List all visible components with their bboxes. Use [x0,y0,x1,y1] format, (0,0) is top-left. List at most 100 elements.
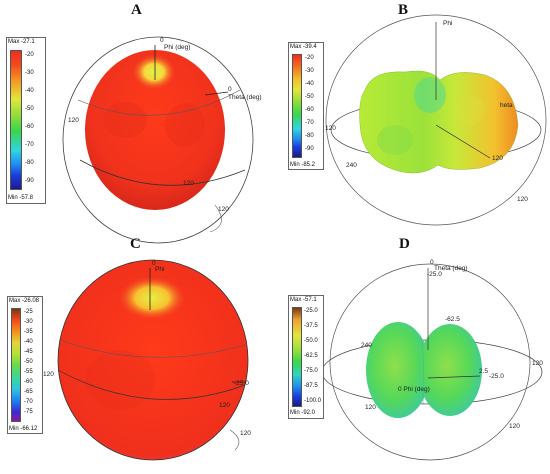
panel-a-theta-label: Theta (deg) [228,94,262,101]
panel-a-phi-label: Phi (deg) [164,44,190,51]
panel-d-left-label: 240 [361,342,372,349]
panel-letter-a: A [131,2,142,18]
panel-b-right-label: 120 [492,155,503,162]
legend-tick: -50 [25,106,34,112]
panel-b-lobe [359,70,519,174]
panel-a-zero-label: 0 [160,37,164,44]
panel-a-legend-min: Min -57.8 [8,195,34,201]
panel-d-lobe-right [418,324,482,416]
legend-tick: -40 [24,339,33,345]
panel-d-right-label: -25.0 [489,373,504,380]
panel-a-circle [62,36,254,244]
panel-a-left-label: 120 [68,117,79,124]
panel-d-bottom-right-label: 120 [509,423,520,430]
panel-a-equator [79,159,246,186]
panel-letter-b: B [398,2,409,18]
panel-a-top-spot [132,54,176,90]
panel-d-bottom-left-label: 120 [365,404,376,411]
panel-b-left-lower-label: 240 [346,162,357,169]
panel-a-legend: Max -27.1 -20 -30 -40 -50 -60 -70 -80 -9… [6,37,46,204]
legend-tick: -20 [25,52,34,58]
panel-c-center-label: 120 [219,402,230,409]
panel-b-pattern: Phi heta 120 120 240 120 [325,14,547,226]
panel-c-color-bar [11,308,21,422]
panel-a-legend-ticks: -20 -30 -40 -50 -60 -70 -80 -90 [25,50,45,190]
panel-d-circle [329,263,531,461]
legend-tick: -75.0 [304,368,318,374]
panel-c-right-label: -25.0 [234,380,249,387]
legend-tick: -50.0 [304,338,318,344]
panel-a-theta-zero: 0 [228,86,232,93]
panel-c-legend-min: Min -66.12 [9,426,38,432]
legend-tick: -30 [305,68,314,74]
panel-d-legend-ticks: -25.0 -37.5 -50.0 -62.5 -75.0 -87.5 -100… [304,307,324,407]
panel-b-theta-label: heta [500,102,513,109]
panel-c-bottom-label: 120 [240,430,251,437]
panel-b-legend: Max -39.4 -20 -30 -40 -50 -60 -70 -80 -9… [288,42,324,170]
panel-a-center-label: 120 [183,180,194,187]
legend-tick: -87.5 [304,383,318,389]
legend-tick: -80 [305,133,314,139]
legend-tick: -25 [24,309,33,315]
panel-c-legend-ticks: -25 -30 -35 -40 -45 -50 -55 -60 -65 -70 … [24,308,42,422]
legend-tick: -20 [305,55,314,61]
panel-d-pattern: 0 Theta (deg) -25.0 -62.5 240 0 Phi (deg… [321,259,543,461]
panel-d-theta-label: Theta (deg) [434,265,468,272]
panel-letter-d: D [399,236,410,252]
panel-d-color-bar [292,307,302,407]
panel-d-right-inner-label: 2.5 [479,368,488,375]
panel-letter-c: C [130,236,141,252]
panel-c-zero-label: 0 [152,260,156,267]
legend-tick: -100.0 [304,398,322,404]
panel-b-legend-ticks: -20 -30 -40 -50 -60 -70 -80 -90 [305,54,323,158]
panel-a-legend-max: Max -27.1 [8,39,35,45]
panel-b-legend-max: Max -39.4 [290,44,317,50]
legend-tick: -50 [24,359,33,365]
legend-tick: -62.5 [304,353,318,359]
legend-tick: -65 [24,389,33,395]
panel-d-legend-min: Min -92.0 [290,410,316,416]
legend-tick: -90 [305,146,314,152]
panel-d-legend: Max -57.1 -25.0 -37.5 -50.0 -62.5 -75.0 … [288,295,324,419]
panel-c-equator [57,369,246,400]
panel-d-legend-max: Max -57.1 [290,297,317,303]
panel-c-pattern: 0 Phi 120 -25.0 120 120 [43,259,251,461]
panel-c-circle [57,259,249,461]
panel-a-bottom-label: 120 [218,206,229,213]
panel-a-pattern: 0 Phi (deg) 0 Theta (deg) 120 120 120 [62,36,262,244]
legend-tick: -70 [305,120,314,126]
legend-tick: -60 [305,107,314,113]
legend-tick: -25.0 [304,308,318,314]
panel-b-circle [325,14,547,226]
panel-c-phi-label: Phi [155,266,164,273]
legend-tick: -45 [24,349,33,355]
legend-tick: -75 [24,409,33,415]
legend-tick: -80 [25,160,34,166]
legend-tick: -70 [25,142,34,148]
panel-d-phi-label: 0 Phi (deg) [398,386,430,393]
panel-b-left-label: 120 [325,125,336,132]
legend-tick: -40 [25,88,34,94]
panel-a-color-bar [10,50,22,190]
legend-tick: -60 [24,379,33,385]
legend-tick: -90 [25,178,34,184]
panel-d-inner-label: -62.5 [445,316,460,323]
panel-d-lobe-left [366,322,430,418]
legend-tick: -55 [24,369,33,375]
panel-b-bottom-right-label: 120 [517,196,528,203]
panel-c-left-label: 120 [43,371,54,378]
panel-d-zero-label: 0 [430,259,434,266]
panel-d-right-top-label: 120 [532,360,543,367]
panel-d-top-label: -25.0 [427,271,442,278]
legend-tick: -35 [24,329,33,335]
legend-tick: -40 [305,81,314,87]
panel-b-color-bar [292,54,302,158]
panel-c-lobe [58,260,248,460]
panel-c-legend-max: Max -26.08 [9,298,40,304]
panel-c-legend: Max -26.08 -25 -30 -35 -40 -45 -50 -55 -… [7,296,43,434]
legend-tick: -30 [24,319,33,325]
panel-c-top-spot [118,276,186,320]
legend-tick: -50 [305,94,314,100]
panel-b-phi-label: Phi [443,20,452,27]
